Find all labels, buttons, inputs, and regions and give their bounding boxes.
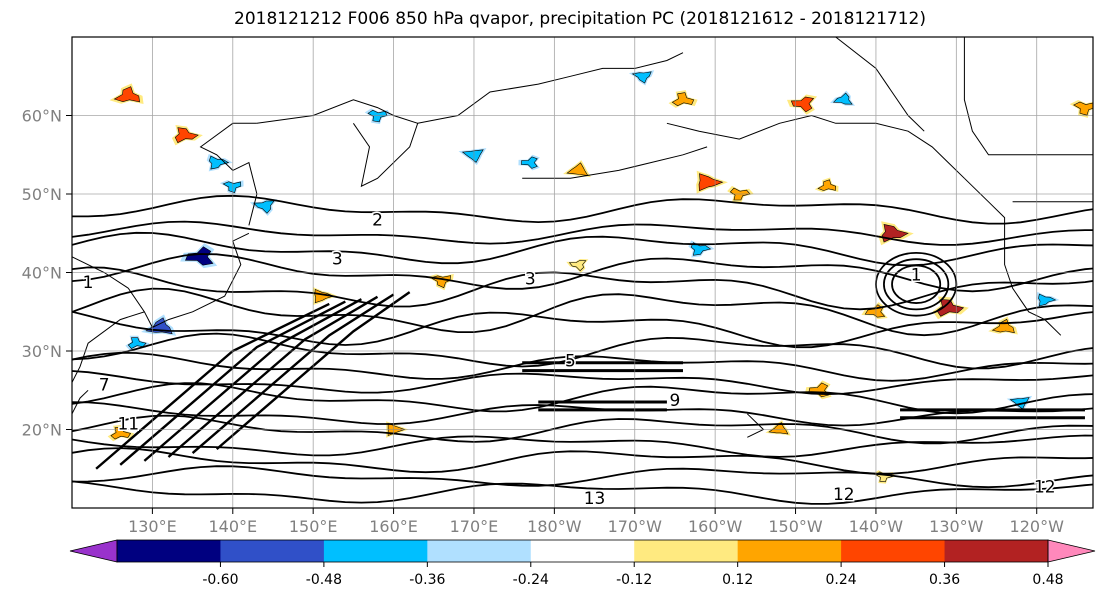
colorbar-tick-label: -0.12 — [616, 572, 652, 588]
chart-title: 2018121212 F006 850 hPa qvapor, precipit… — [234, 9, 926, 29]
anomaly-patch — [690, 242, 712, 256]
x-tick-label: 140°E — [208, 517, 257, 536]
colorbar-extend-low — [69, 539, 118, 563]
contour-label: 3 — [525, 269, 536, 289]
anomaly-patch — [1038, 293, 1057, 307]
contour-label: 13 — [584, 489, 606, 509]
colorbar-tick-label: -0.24 — [513, 572, 549, 588]
contour-label: 1 — [911, 265, 922, 285]
coastline-path — [964, 177, 1062, 336]
anomaly-patch — [174, 127, 199, 144]
contour-line — [215, 291, 411, 451]
contour-line — [191, 293, 395, 454]
y-tick-label: 20°N — [22, 421, 62, 440]
colorbar: -0.60 -0.48 -0.36 -0.24 -0.12 0.12 0.24 0.36 0.4… — [69, 539, 1096, 588]
anomaly-patch — [253, 200, 275, 214]
colorbar-segment — [634, 540, 739, 562]
anomaly-patch — [631, 71, 652, 84]
anomaly-patch — [461, 149, 484, 163]
x-tick-label: 170°W — [608, 517, 663, 536]
x-tick-label: 150°E — [289, 517, 338, 536]
anomaly-field — [107, 70, 1093, 484]
anomaly-patch — [521, 156, 538, 169]
anomaly-patch — [127, 337, 147, 349]
anomaly-patch — [314, 288, 335, 304]
x-tick-label: 180°W — [527, 517, 582, 536]
colorbar-tick-label: -0.48 — [306, 572, 342, 588]
anomaly-patch — [671, 92, 695, 107]
x-tick-label: 160°W — [688, 517, 743, 536]
anomaly-patch — [1073, 101, 1093, 116]
colorbar-segment — [323, 540, 428, 562]
colorbar-segment — [530, 540, 635, 562]
contour-label: 1 — [83, 273, 94, 293]
contour-label: 9 — [670, 391, 681, 411]
y-axis: 20°N 30°N 40°N 50°N 60°N — [22, 107, 72, 440]
y-tick-label: 30°N — [22, 342, 62, 361]
coastline-path — [72, 389, 89, 415]
anomaly-patch — [768, 422, 789, 435]
x-tick-label: 150°W — [768, 517, 823, 536]
anomaly-patch — [367, 109, 388, 123]
contour-line — [167, 295, 379, 458]
contour-loop — [883, 258, 950, 311]
colorbar-tick-label: -0.36 — [409, 572, 445, 588]
coastline-path — [143, 232, 250, 329]
x-tick-label: 130°E — [128, 517, 177, 536]
coastline-path — [666, 114, 965, 179]
grid-lines — [72, 37, 1093, 508]
contour-loop — [891, 264, 942, 304]
x-tick-label: 140°W — [849, 517, 904, 536]
coastlines — [72, 37, 1093, 438]
y-tick-label: 60°N — [22, 107, 62, 126]
colorbar-segment — [944, 540, 1049, 562]
anomaly-patch — [790, 96, 815, 113]
anomaly-patch — [566, 162, 589, 176]
anomaly-patch — [568, 260, 587, 272]
colorbar-tick-label: 0.48 — [1032, 572, 1063, 588]
colorbar-segment — [427, 540, 532, 562]
coastline-path — [835, 37, 925, 132]
contour-label: 5 — [565, 352, 576, 372]
colorbar-tick-label: 0.36 — [929, 572, 960, 588]
colorbar-segment — [841, 540, 946, 562]
colorbar-tick-label: 0.12 — [722, 572, 753, 588]
anomaly-patch — [222, 181, 242, 193]
anomaly-patch — [832, 92, 853, 105]
anomaly-patch — [698, 173, 724, 192]
colorbar-segment — [220, 540, 325, 562]
anomaly-patch — [208, 155, 230, 170]
contour-label: 3 — [332, 250, 343, 270]
contour-label: 12 — [833, 485, 855, 505]
colorbar-tick-label: 0.24 — [826, 572, 857, 588]
colorbar-segment — [737, 540, 842, 562]
colorbar-extend-high — [1047, 539, 1096, 563]
anomaly-patch — [817, 179, 837, 191]
anomaly-patch — [113, 86, 140, 103]
x-tick-label: 130°W — [929, 517, 984, 536]
anomaly-patch — [936, 299, 965, 317]
anomaly-patch — [185, 246, 214, 266]
y-tick-label: 50°N — [22, 185, 62, 204]
x-tick-label: 160°E — [369, 517, 418, 536]
contour-label: 2 — [372, 210, 383, 230]
colorbar-tick-label: -0.60 — [202, 572, 238, 588]
contour-label: 12 — [1034, 477, 1056, 497]
coastline-path — [963, 37, 1093, 156]
colorbar-frame — [116, 539, 1049, 563]
y-tick-label: 40°N — [22, 264, 62, 283]
coastline-path — [199, 122, 258, 226]
x-tick-label: 170°E — [450, 517, 499, 536]
x-tick-label: 120°W — [1010, 517, 1065, 536]
contour-line — [119, 300, 346, 466]
contour-line — [143, 298, 362, 462]
contour-label: 7 — [99, 375, 110, 395]
coastline-path — [417, 52, 684, 124]
contour-label: 11 — [117, 415, 139, 435]
x-axis: 130°E 140°E 150°E 160°E 170°E 180°W 170°W 160°W… — [128, 508, 1064, 536]
colorbar-segment — [117, 540, 221, 562]
